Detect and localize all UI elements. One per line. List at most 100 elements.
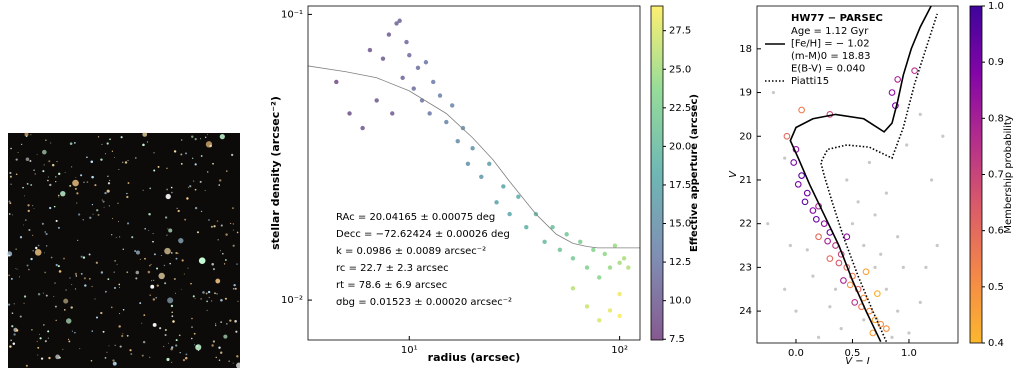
x-tick-label: 0.5 — [845, 348, 861, 359]
field-star — [907, 331, 911, 335]
star — [170, 186, 173, 189]
star — [43, 164, 45, 166]
point — [584, 265, 590, 270]
star — [225, 259, 227, 261]
point — [407, 52, 412, 58]
star — [47, 176, 49, 178]
star — [66, 318, 72, 324]
star — [97, 136, 100, 138]
star — [156, 267, 159, 270]
colorbar-tick-label: 0.4 — [988, 338, 1004, 349]
star — [180, 162, 183, 165]
star — [71, 166, 73, 168]
star — [173, 150, 177, 153]
star — [28, 228, 31, 232]
star — [55, 181, 57, 183]
star — [126, 334, 129, 337]
point — [584, 304, 590, 309]
star — [158, 272, 165, 280]
point — [460, 125, 466, 131]
colorbar-tick-label: 0.8 — [988, 113, 1004, 124]
point — [367, 47, 373, 53]
point — [578, 239, 583, 244]
star — [83, 277, 86, 280]
star — [77, 239, 79, 242]
star — [114, 287, 116, 289]
star — [8, 213, 11, 215]
star — [9, 171, 12, 175]
point — [570, 286, 576, 291]
point — [597, 318, 602, 323]
star — [48, 160, 51, 163]
star — [75, 176, 77, 178]
star — [113, 271, 115, 273]
member-star — [798, 172, 805, 179]
field-star — [935, 243, 939, 248]
star — [135, 250, 140, 255]
star — [112, 218, 114, 220]
star — [58, 196, 60, 198]
star — [191, 337, 193, 340]
star — [15, 268, 17, 270]
star — [171, 315, 174, 318]
star — [13, 333, 16, 336]
star — [208, 219, 210, 221]
star — [212, 268, 216, 271]
star — [170, 304, 174, 308]
star — [219, 250, 221, 252]
star — [194, 188, 197, 191]
star — [156, 284, 159, 287]
star — [155, 296, 158, 299]
star — [163, 345, 165, 348]
star — [171, 191, 173, 194]
y-tick-label: 10⁻¹ — [281, 9, 303, 20]
star — [211, 300, 213, 302]
field-star — [873, 265, 877, 269]
star — [122, 248, 125, 251]
star — [122, 333, 124, 335]
star — [57, 194, 60, 197]
star — [185, 353, 188, 356]
star — [37, 354, 39, 356]
star — [44, 231, 47, 233]
point — [437, 93, 443, 98]
star — [114, 260, 116, 262]
member-star — [871, 316, 879, 324]
star — [34, 173, 36, 175]
plot-area — [766, 6, 945, 343]
star — [107, 278, 110, 281]
star — [121, 334, 124, 338]
point — [507, 211, 512, 217]
star — [153, 152, 155, 154]
colorbar — [969, 5, 983, 344]
star — [152, 233, 154, 235]
point — [607, 265, 613, 270]
star — [120, 136, 123, 139]
star — [91, 175, 94, 179]
member-star — [840, 277, 847, 284]
annotation: k = 0.0986 ± 0.0089 arcsec⁻² — [336, 246, 486, 257]
star — [91, 285, 93, 288]
star — [193, 332, 196, 335]
colorbar-tick-label: 0.7 — [988, 170, 1004, 181]
point — [621, 256, 627, 261]
star — [80, 174, 83, 177]
star — [218, 359, 221, 361]
colorbar-tick-label: 0.5 — [988, 282, 1004, 293]
star — [39, 333, 41, 335]
star — [111, 234, 113, 236]
star — [118, 325, 121, 328]
star — [160, 255, 162, 257]
star — [184, 218, 187, 221]
star — [37, 346, 40, 349]
star — [206, 309, 208, 311]
star — [216, 293, 218, 295]
star — [194, 298, 196, 299]
star — [9, 202, 12, 205]
star — [86, 156, 88, 159]
annotation: RAc = 20.04165 ± 0.00075 deg — [336, 212, 495, 223]
star — [74, 187, 77, 190]
isochrone — [819, 13, 938, 343]
y-tick-label: 10⁻² — [281, 295, 303, 306]
